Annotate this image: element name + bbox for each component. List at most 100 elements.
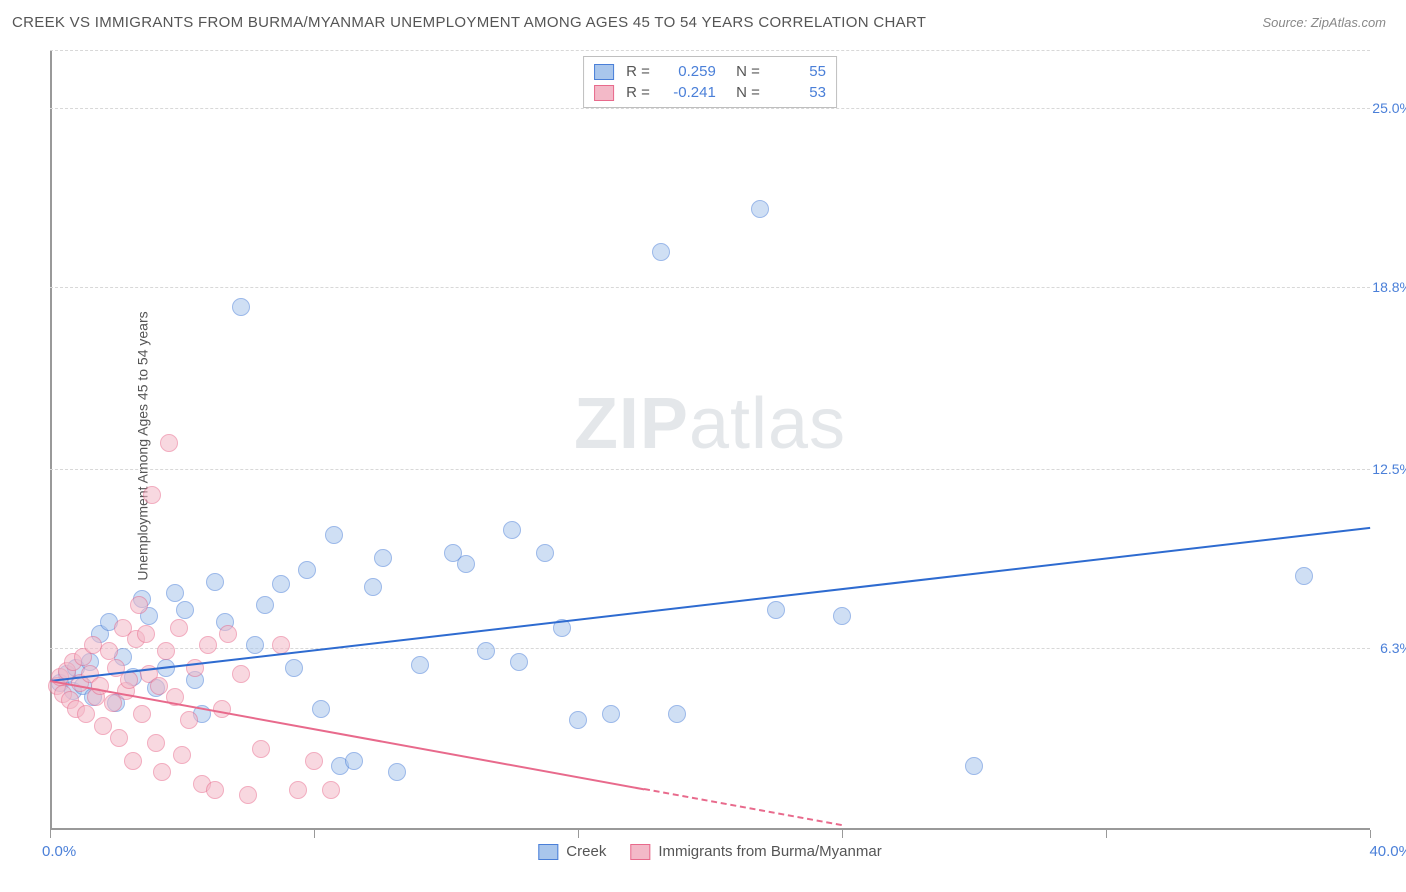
scatter-point <box>1295 567 1313 585</box>
scatter-point <box>569 711 587 729</box>
scatter-point <box>652 243 670 261</box>
scatter-point <box>110 729 128 747</box>
scatter-point <box>176 601 194 619</box>
scatter-point <box>510 653 528 671</box>
chart-header: CREEK VS IMMIGRANTS FROM BURMA/MYANMAR U… <box>0 0 1406 44</box>
scatter-point <box>232 665 250 683</box>
scatter-point <box>173 746 191 764</box>
scatter-point <box>411 656 429 674</box>
plot-area: ZIPatlas 0.0% 40.0% R =0.259 N =55R =-0.… <box>50 50 1370 830</box>
scatter-point <box>374 549 392 567</box>
y-tick-label: 12.5% <box>1372 461 1406 477</box>
scatter-point <box>256 596 274 614</box>
scatter-point <box>477 642 495 660</box>
watermark: ZIPatlas <box>574 383 846 465</box>
scatter-point <box>312 700 330 718</box>
scatter-point <box>364 578 382 596</box>
scatter-point <box>157 642 175 660</box>
x-axis-line <box>50 828 1370 830</box>
scatter-point <box>100 642 118 660</box>
series-legend-label: Immigrants from Burma/Myanmar <box>658 843 881 860</box>
stats-legend: R = 0.259 N = 55 R = -0.241 N = 53 <box>583 56 837 108</box>
legend-swatch <box>538 844 558 860</box>
scatter-point <box>751 200 769 218</box>
series-legend-label: Creek <box>566 843 606 860</box>
scatter-point <box>133 705 151 723</box>
stat-r-value: -0.241 <box>662 84 716 101</box>
scatter-point <box>246 636 264 654</box>
scatter-point <box>94 717 112 735</box>
scatter-point <box>213 700 231 718</box>
scatter-point <box>160 434 178 452</box>
y-tick-label: 18.8% <box>1372 279 1406 295</box>
gridline-h <box>50 287 1370 288</box>
x-axis-min-label: 0.0% <box>42 843 76 860</box>
stat-label: R = <box>626 63 650 80</box>
stat-n-value: 53 <box>772 84 826 101</box>
scatter-point <box>285 659 303 677</box>
series-legend-item: Immigrants from Burma/Myanmar <box>630 843 881 860</box>
scatter-point <box>322 781 340 799</box>
scatter-point <box>602 705 620 723</box>
scatter-point <box>147 734 165 752</box>
scatter-point <box>137 625 155 643</box>
stat-label: N = <box>728 84 760 101</box>
scatter-point <box>170 619 188 637</box>
y-tick-label: 6.3% <box>1380 640 1406 656</box>
x-tick <box>1370 830 1371 838</box>
chart-title: CREEK VS IMMIGRANTS FROM BURMA/MYANMAR U… <box>12 14 926 31</box>
trend-line <box>50 527 1370 682</box>
stat-r-value: 0.259 <box>662 63 716 80</box>
x-axis-max-label: 40.0% <box>1369 843 1406 860</box>
trend-line <box>644 788 842 826</box>
scatter-point <box>153 763 171 781</box>
scatter-point <box>289 781 307 799</box>
x-tick <box>1106 830 1107 838</box>
stat-n-value: 55 <box>772 63 826 80</box>
trend-line <box>50 680 644 790</box>
stat-label: N = <box>728 63 760 80</box>
scatter-point <box>206 573 224 591</box>
scatter-point <box>84 636 102 654</box>
x-tick <box>314 830 315 838</box>
scatter-point <box>252 740 270 758</box>
scatter-point <box>199 636 217 654</box>
series-legend: Creek Immigrants from Burma/Myanmar <box>538 843 881 860</box>
scatter-point <box>124 752 142 770</box>
stats-legend-row: R = -0.241 N = 53 <box>594 82 826 103</box>
legend-swatch <box>594 85 614 101</box>
legend-swatch <box>630 844 650 860</box>
scatter-point <box>833 607 851 625</box>
scatter-point <box>232 298 250 316</box>
scatter-point <box>130 596 148 614</box>
y-tick-label: 25.0% <box>1372 100 1406 116</box>
source-attribution: Source: ZipAtlas.com <box>1262 15 1386 30</box>
x-tick <box>842 830 843 838</box>
x-tick <box>50 830 51 838</box>
scatter-point <box>206 781 224 799</box>
scatter-point <box>219 625 237 643</box>
scatter-point <box>345 752 363 770</box>
scatter-point <box>536 544 554 562</box>
scatter-point <box>503 521 521 539</box>
legend-swatch <box>594 64 614 80</box>
stats-legend-row: R = 0.259 N = 55 <box>594 61 826 82</box>
scatter-point <box>298 561 316 579</box>
scatter-point <box>166 584 184 602</box>
scatter-point <box>77 705 95 723</box>
scatter-point <box>457 555 475 573</box>
scatter-point <box>325 526 343 544</box>
scatter-point <box>668 705 686 723</box>
x-tick <box>578 830 579 838</box>
scatter-point <box>767 601 785 619</box>
scatter-point <box>388 763 406 781</box>
gridline-h <box>50 469 1370 470</box>
stat-label: R = <box>626 84 650 101</box>
series-legend-item: Creek <box>538 843 606 860</box>
scatter-point <box>965 757 983 775</box>
scatter-point <box>305 752 323 770</box>
gridline-h <box>50 108 1370 109</box>
scatter-point <box>150 677 168 695</box>
y-axis-line <box>50 50 52 830</box>
scatter-point <box>143 486 161 504</box>
